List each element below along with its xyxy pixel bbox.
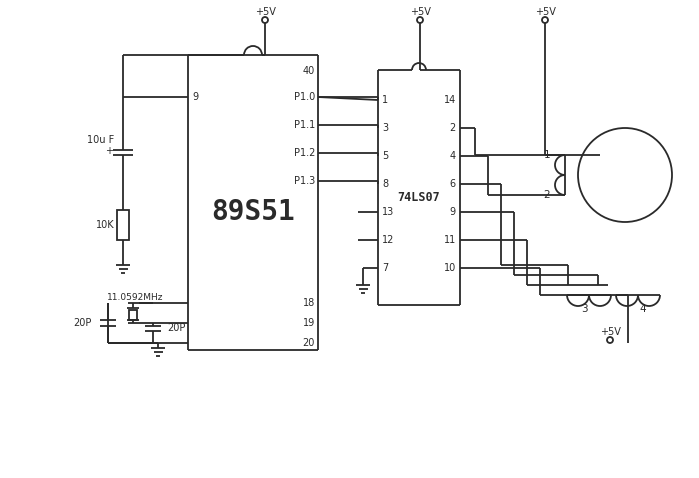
Text: 8: 8	[382, 179, 388, 189]
Text: +5V: +5V	[600, 327, 621, 337]
Text: 19: 19	[303, 318, 315, 328]
Text: 12: 12	[382, 235, 394, 245]
Text: 9: 9	[450, 207, 456, 217]
Text: 14: 14	[444, 95, 456, 105]
Text: 40: 40	[303, 66, 315, 76]
Text: P1.0: P1.0	[294, 92, 315, 102]
Text: 20: 20	[303, 338, 315, 348]
Text: 4: 4	[640, 304, 647, 314]
Text: 3: 3	[382, 123, 388, 133]
Text: +: +	[105, 146, 113, 156]
Text: 11: 11	[444, 235, 456, 245]
Text: 2: 2	[544, 190, 550, 200]
Text: 2: 2	[449, 123, 456, 133]
Bar	[129, 310, 137, 320]
Text: 10u F: 10u F	[87, 135, 115, 145]
Text: 20P: 20P	[73, 318, 92, 328]
Text: 89S51: 89S51	[211, 198, 295, 227]
Text: 1: 1	[544, 150, 550, 160]
Text: P1.1: P1.1	[294, 120, 315, 130]
Text: +5V: +5V	[410, 7, 431, 17]
Text: 7: 7	[382, 263, 388, 273]
Text: 13: 13	[382, 207, 394, 217]
Text: 5: 5	[382, 151, 388, 161]
Text: P1.2: P1.2	[294, 148, 315, 158]
Text: 6: 6	[450, 179, 456, 189]
Text: 9: 9	[192, 92, 198, 102]
Text: +5V: +5V	[535, 7, 556, 17]
Text: 20P: 20P	[167, 323, 185, 333]
Bar	[117, 210, 129, 240]
Text: 11.0592MHz: 11.0592MHz	[107, 293, 164, 303]
Text: 18: 18	[303, 298, 315, 308]
Text: P1.3: P1.3	[294, 176, 315, 186]
Text: +5V: +5V	[254, 7, 275, 17]
Text: 74LS07: 74LS07	[398, 191, 440, 204]
Text: 10K: 10K	[96, 220, 115, 230]
Text: 1: 1	[382, 95, 388, 105]
Text: 4: 4	[450, 151, 456, 161]
Text: 3: 3	[581, 304, 587, 314]
Text: 10: 10	[444, 263, 456, 273]
